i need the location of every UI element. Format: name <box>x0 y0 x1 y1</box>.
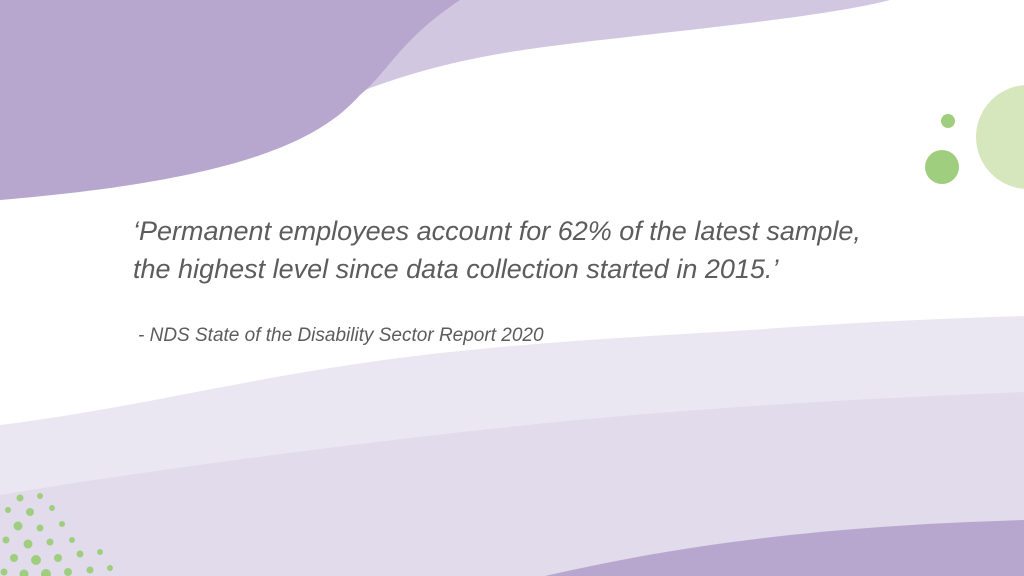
quote-attribution: - NDS State of the Disability Sector Rep… <box>138 325 544 346</box>
top-left-wave-dark <box>0 0 460 200</box>
quote-text: ‘Permanent employees account for 62% of … <box>133 212 953 288</box>
quote-line-2: the highest level since data collection … <box>133 254 779 284</box>
bottom-wave-mid <box>0 392 1024 576</box>
bottom-wave-dark <box>545 520 1024 576</box>
quote-line-1: ‘Permanent employees account for 62% of … <box>133 216 861 246</box>
green-dot-large <box>925 150 959 184</box>
green-dot-cluster <box>0 493 113 576</box>
green-dot-small <box>941 114 955 128</box>
green-pale-circle <box>976 85 1024 189</box>
